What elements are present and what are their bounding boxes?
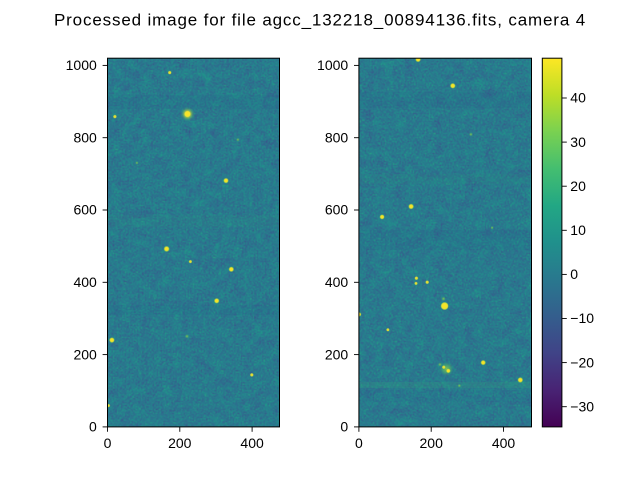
svg-text:200: 200 — [325, 346, 349, 362]
svg-text:0: 0 — [570, 266, 578, 282]
svg-text:400: 400 — [240, 435, 264, 451]
svg-text:200: 200 — [73, 346, 97, 362]
svg-text:40: 40 — [570, 90, 586, 106]
svg-text:10: 10 — [570, 222, 586, 238]
svg-text:−20: −20 — [570, 354, 594, 370]
svg-text:0: 0 — [355, 435, 363, 451]
svg-text:800: 800 — [73, 129, 97, 145]
svg-text:400: 400 — [73, 274, 97, 290]
svg-text:400: 400 — [492, 435, 516, 451]
svg-text:−10: −10 — [570, 310, 594, 326]
svg-text:400: 400 — [325, 274, 349, 290]
svg-text:20: 20 — [570, 178, 586, 194]
svg-text:0: 0 — [89, 419, 97, 435]
svg-text:200: 200 — [168, 435, 192, 451]
svg-text:1000: 1000 — [317, 57, 348, 73]
svg-text:1000: 1000 — [66, 57, 97, 73]
svg-text:0: 0 — [340, 419, 348, 435]
svg-text:−30: −30 — [570, 398, 594, 414]
svg-text:30: 30 — [570, 134, 586, 150]
svg-text:Processed image for file agcc_: Processed image for file agcc_132218_008… — [54, 11, 586, 30]
svg-text:600: 600 — [73, 202, 97, 218]
svg-text:600: 600 — [325, 202, 349, 218]
svg-text:200: 200 — [420, 435, 444, 451]
svg-text:0: 0 — [104, 435, 112, 451]
svg-text:800: 800 — [325, 129, 349, 145]
